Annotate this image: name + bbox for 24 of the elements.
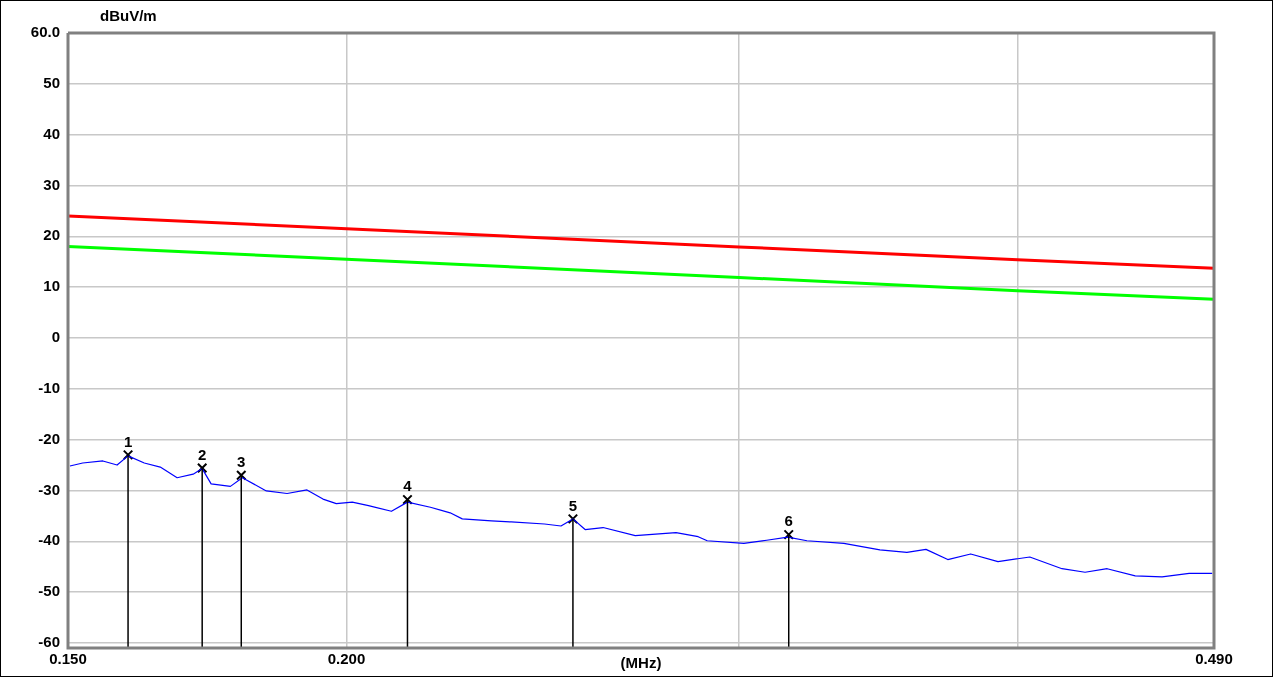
y-tick-label: -20 <box>38 429 60 447</box>
x-tick-label: 0.490 <box>1195 650 1233 668</box>
y-tick-label: 60.0 <box>30 23 60 41</box>
annotation: 2 <box>198 445 207 463</box>
y-tick-label: -10 <box>38 378 60 396</box>
y-tick-label: 10 <box>43 277 60 295</box>
y-tick-label: -60 <box>38 633 60 651</box>
y-tick-label: 50 <box>43 73 60 91</box>
x-tick-label: 0.150 <box>49 650 87 668</box>
y-tick-label: 40 <box>43 124 60 142</box>
y-tick-label: 0 <box>51 328 60 346</box>
annotation: 1 <box>123 432 133 450</box>
y-tick-label: 20 <box>43 226 60 244</box>
annotation: 6 <box>784 512 793 530</box>
annotation: 3 <box>237 452 246 470</box>
y-tick-label: 30 <box>43 175 60 193</box>
annotation: 4 <box>403 477 413 495</box>
y-axis-title: dBuV/m <box>100 7 157 25</box>
y-tick-label: -30 <box>38 480 60 498</box>
y-tick-label: -40 <box>38 531 60 549</box>
x-axis-title: (MHz) <box>620 653 662 671</box>
y-tick-label: -50 <box>38 582 60 600</box>
annotation: 5 <box>568 496 578 514</box>
x-tick-label: 0.200 <box>327 650 366 668</box>
